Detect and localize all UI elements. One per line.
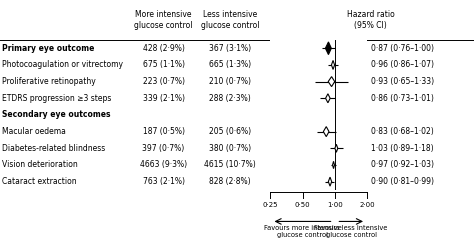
Text: 0·86 (0·73–1·01): 0·86 (0·73–1·01)	[371, 94, 434, 103]
Text: Diabetes-related blindness: Diabetes-related blindness	[2, 144, 106, 153]
Polygon shape	[323, 127, 329, 137]
Text: 0·25: 0·25	[263, 202, 278, 208]
Polygon shape	[328, 177, 332, 186]
Text: 763 (2·1%): 763 (2·1%)	[143, 177, 184, 186]
Text: Vision deterioration: Vision deterioration	[2, 160, 78, 169]
Text: 828 (2·8%): 828 (2·8%)	[209, 177, 251, 186]
Text: 665 (1·3%): 665 (1·3%)	[209, 60, 251, 69]
Text: 4615 (10·7%): 4615 (10·7%)	[204, 160, 256, 169]
Text: 4663 (9·3%): 4663 (9·3%)	[140, 160, 187, 169]
Polygon shape	[335, 144, 338, 152]
Text: 0·83 (0·68–1·02): 0·83 (0·68–1·02)	[371, 127, 433, 136]
Text: Favours more intensive
glucose control: Favours more intensive glucose control	[264, 225, 341, 238]
Text: Proliferative retinopathy: Proliferative retinopathy	[2, 77, 96, 86]
Text: Secondary eye outcomes: Secondary eye outcomes	[2, 110, 111, 120]
Text: 0·87 (0·76–1·00): 0·87 (0·76–1·00)	[371, 44, 434, 53]
Text: 0·96 (0·86–1·07): 0·96 (0·86–1·07)	[371, 60, 434, 69]
Text: Primary eye outcome: Primary eye outcome	[2, 44, 95, 53]
Polygon shape	[325, 42, 331, 55]
Text: 675 (1·1%): 675 (1·1%)	[143, 60, 184, 69]
Text: 380 (0·7%): 380 (0·7%)	[209, 144, 251, 153]
Text: More intensive
glucose control: More intensive glucose control	[134, 10, 193, 30]
Text: Macular oedema: Macular oedema	[2, 127, 66, 136]
Text: Hazard ratio
(95% CI): Hazard ratio (95% CI)	[347, 10, 394, 30]
Text: 339 (2·1%): 339 (2·1%)	[143, 94, 184, 103]
Text: 288 (2·3%): 288 (2·3%)	[209, 94, 251, 103]
Text: 0·50: 0·50	[295, 202, 310, 208]
Text: 1·03 (0·89–1·18): 1·03 (0·89–1·18)	[371, 144, 433, 153]
Text: 397 (0·7%): 397 (0·7%)	[142, 144, 185, 153]
Polygon shape	[331, 60, 335, 69]
Text: Cataract extraction: Cataract extraction	[2, 177, 77, 186]
Text: 367 (3·1%): 367 (3·1%)	[209, 44, 251, 53]
Text: 205 (0·6%): 205 (0·6%)	[209, 127, 251, 136]
Text: Favours less intensive
glucose control: Favours less intensive glucose control	[314, 225, 388, 238]
Text: 2·00: 2·00	[360, 202, 375, 208]
Text: 223 (0·7%): 223 (0·7%)	[143, 77, 184, 86]
Polygon shape	[333, 161, 335, 169]
Polygon shape	[326, 94, 330, 103]
Text: 0·93 (0·65–1·33): 0·93 (0·65–1·33)	[371, 77, 434, 86]
Polygon shape	[328, 77, 335, 87]
Text: 1·00: 1·00	[327, 202, 343, 208]
Text: Photocoagulation or vitrectomy: Photocoagulation or vitrectomy	[2, 60, 123, 69]
Text: 428 (2·9%): 428 (2·9%)	[143, 44, 184, 53]
Text: 0·90 (0·81–0·99): 0·90 (0·81–0·99)	[371, 177, 434, 186]
Text: Less intensive
glucose control: Less intensive glucose control	[201, 10, 259, 30]
Text: 187 (0·5%): 187 (0·5%)	[143, 127, 184, 136]
Text: ETDRS progression ≥3 steps: ETDRS progression ≥3 steps	[2, 94, 112, 103]
Text: 210 (0·7%): 210 (0·7%)	[209, 77, 251, 86]
Text: 0·97 (0·92–1·03): 0·97 (0·92–1·03)	[371, 160, 434, 169]
